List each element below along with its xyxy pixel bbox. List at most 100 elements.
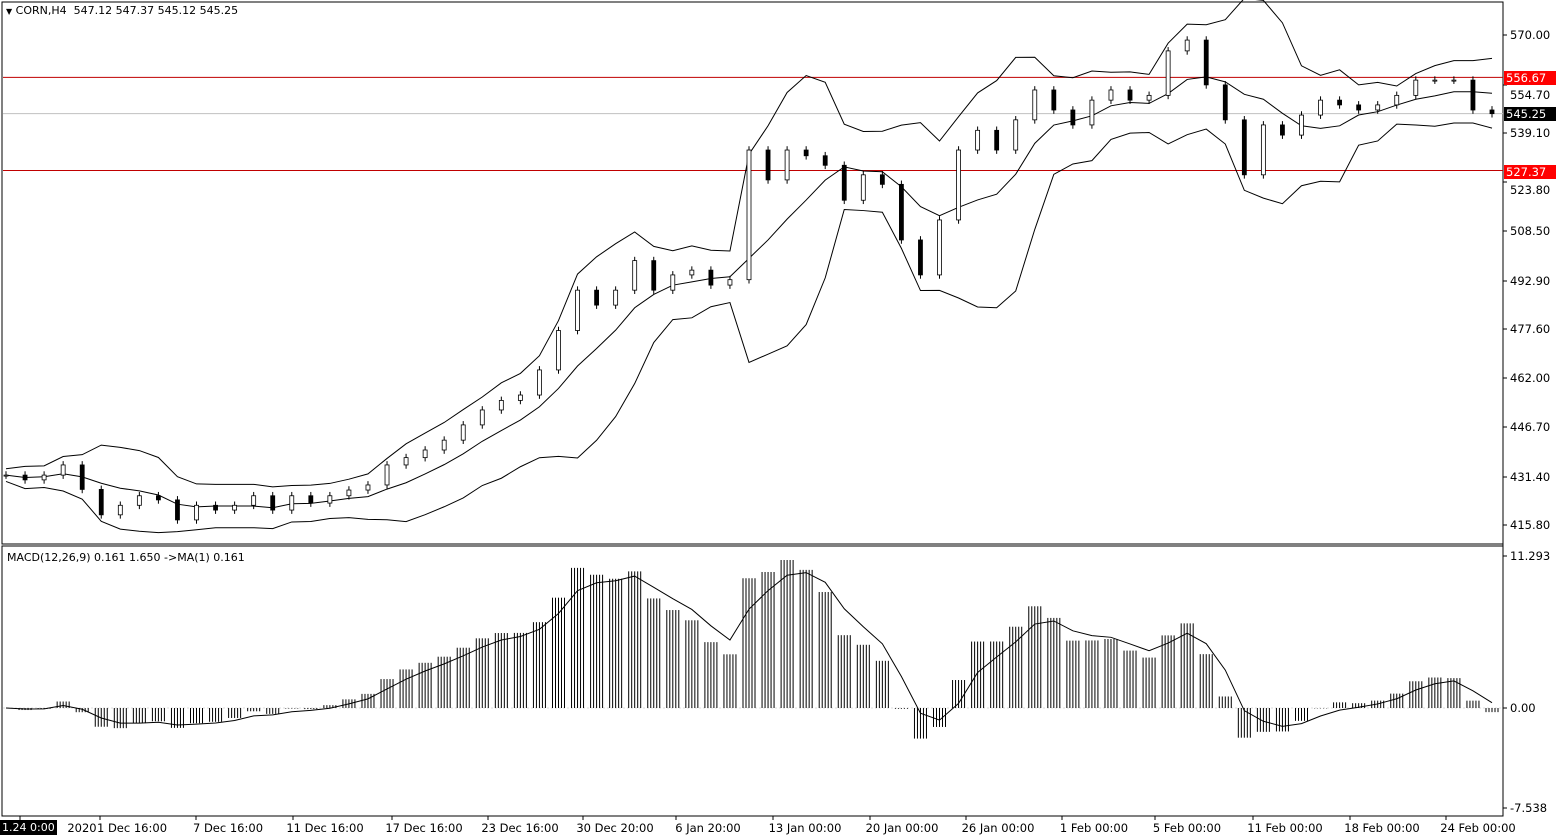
candle-bear (708, 269, 714, 286)
x-tick-label: 1 Dec 16:00 (97, 821, 167, 835)
candle-bull (1375, 104, 1381, 111)
candle-bull (575, 289, 580, 331)
candle-bull (632, 260, 638, 291)
candle-bull (460, 424, 466, 441)
candle-bear (1127, 89, 1133, 101)
candle-bear (918, 239, 923, 276)
y-tick-label: 446.70 (1510, 420, 1550, 434)
candle-bull (441, 439, 447, 451)
candle-bull (289, 495, 295, 511)
candle-bull (3, 474, 9, 477)
candle-bear (98, 489, 104, 516)
candle-bull (251, 495, 257, 506)
candle-bull (1318, 99, 1323, 116)
triangle-down-icon[interactable]: ▼ (6, 7, 13, 16)
candle-bull (1032, 89, 1038, 121)
candle-bear (803, 149, 809, 157)
y-tick-label: 431.40 (1510, 470, 1550, 484)
candle-bull (670, 274, 676, 291)
candle-bull (232, 504, 238, 511)
x-tick-label: 11 Dec 16:00 (286, 821, 363, 835)
candle-bull (1108, 89, 1114, 101)
candle-bull (727, 279, 733, 286)
candle-bull (1413, 79, 1419, 96)
candle-bear (308, 495, 314, 504)
y-tick-label: 492.90 (1510, 274, 1550, 288)
candle-bull (956, 149, 961, 221)
candle-bear (1241, 119, 1247, 176)
candle-bull (613, 289, 619, 306)
candle-bear (22, 474, 28, 481)
candle-bear (1070, 109, 1076, 126)
x-tick-label: 20 Jan 00:00 (866, 821, 939, 835)
y-tick-label: 554.70 (1510, 88, 1550, 102)
macd-y-tick-label: 11.293 (1510, 549, 1550, 563)
candle-bull (746, 149, 752, 281)
candle-bear (270, 495, 276, 511)
candle-bear (994, 129, 1000, 151)
cursor-time-label: 1.24 0:00 (0, 820, 57, 835)
candle-bull (1146, 94, 1152, 101)
candle-bull (1089, 99, 1095, 126)
candle-bull (136, 495, 142, 506)
candle-bull (1394, 94, 1400, 106)
y-tick-label: 523.80 (1510, 183, 1550, 197)
main-chart-frame (1, 1, 1504, 545)
y-tick-label: 462.00 (1510, 371, 1550, 385)
x-tick-label: 5 Feb 00:00 (1153, 821, 1221, 835)
candle-bear (213, 504, 218, 511)
candle-bull (1165, 50, 1171, 96)
candle-bear (1222, 84, 1228, 121)
candle-bear (879, 174, 885, 185)
macd-header: MACD(12,26,9) 0.161 1.650 ->MA(1) 0.161 (7, 551, 245, 564)
candle-bull (422, 449, 428, 459)
candle-bull (689, 269, 695, 276)
candle-bull (384, 464, 390, 486)
ohlc-values: 547.12 547.37 545.12 545.25 (73, 4, 239, 17)
candle-bull (346, 489, 352, 497)
candle-bear (79, 464, 85, 490)
candle-bull (479, 409, 485, 426)
candle-bull (403, 457, 409, 466)
candle-bear (1051, 89, 1057, 111)
candle-bull (117, 504, 123, 516)
candle-bull (327, 495, 333, 504)
candle-bull (1432, 79, 1438, 82)
candle-bull (1451, 79, 1457, 82)
candle-bull (1184, 39, 1190, 52)
bollinger-middle (5, 76, 1493, 509)
candle-bull (1260, 124, 1266, 176)
candle-bear (765, 149, 771, 181)
bollinger-lower (5, 122, 1493, 534)
y-tick-label: 415.80 (1510, 518, 1550, 532)
candle-bear (1356, 104, 1362, 111)
x-tick-label: 1 Feb 00:00 (1060, 821, 1128, 835)
candle-bear (1203, 39, 1209, 86)
y-tick-label: 477.60 (1510, 322, 1550, 336)
candle-bull (1013, 119, 1019, 151)
candle-bear (1337, 99, 1342, 106)
candle-bear (841, 164, 847, 201)
candle-bear (1470, 79, 1476, 111)
candle-bull (365, 484, 371, 491)
x-tick-label: 18 Feb 00:00 (1344, 821, 1419, 835)
candle-bear (651, 260, 657, 291)
candle-bull (1299, 114, 1304, 136)
macd-y-tick-label: 0.00 (1510, 701, 1536, 715)
candle-bear (822, 155, 828, 166)
candle-bear (1489, 109, 1495, 115)
chart-header: ▼ CORN,H4 547.12 547.37 545.12 545.25 (6, 4, 238, 17)
x-tick-label: 7 Dec 16:00 (193, 821, 263, 835)
candle-bull (41, 474, 47, 481)
x-tick-label: 26 Jan 00:00 (962, 821, 1035, 835)
candle-bear (899, 183, 904, 241)
candle-bull (517, 394, 523, 401)
x-tick-label: 30 Dec 20:00 (576, 821, 653, 835)
lower-line-price-tag: 527.37 (1504, 165, 1556, 179)
candle-bull (860, 174, 866, 201)
y-tick-label: 539.10 (1510, 126, 1550, 140)
symbol-label: CORN,H4 (15, 4, 67, 17)
x-tick-label: 2020 (67, 821, 96, 835)
candle-bull (556, 330, 561, 371)
